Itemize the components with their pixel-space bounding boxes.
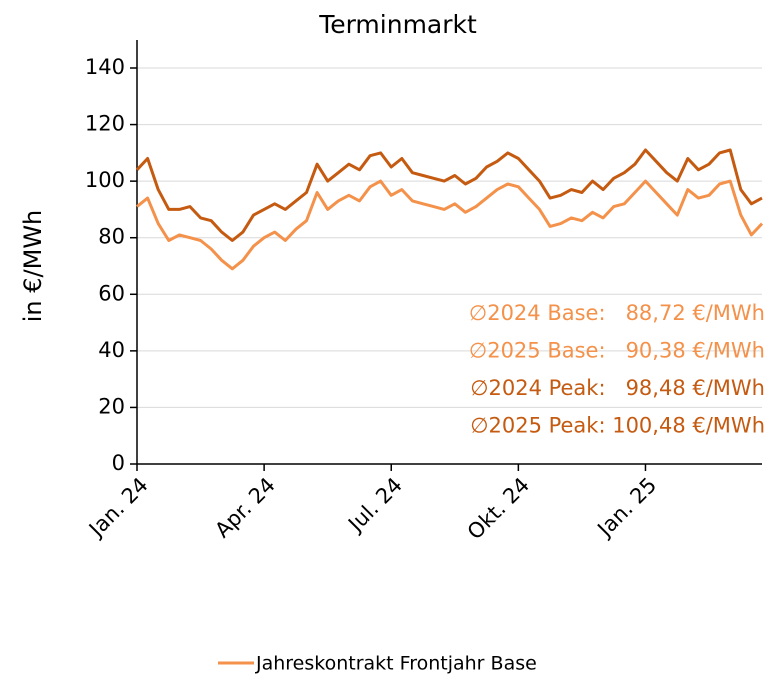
x-tick-label: Apr. 24: [210, 473, 280, 543]
y-tick-label: 60: [98, 281, 125, 305]
y-tick-label: 100: [85, 168, 125, 192]
legend-label: Jahreskontrakt Frontjahr Base: [255, 653, 537, 675]
y-tick-label: 140: [85, 55, 125, 79]
y-tick-label: 80: [98, 225, 125, 249]
y-tick-label: 20: [98, 394, 125, 418]
annotation: ∅2025 Peak: 100,48 €/MWh: [470, 414, 765, 438]
x-tick-label: Jan. 25: [592, 473, 662, 543]
annotation: ∅2025 Base: 90,38 €/MWh: [469, 339, 765, 363]
y-axis-label: in €/MWh: [19, 210, 47, 323]
y-tick-label: 120: [85, 112, 125, 136]
x-tick-label: Jan. 24: [83, 473, 153, 543]
y-tick-label: 40: [98, 338, 125, 362]
x-tick-label: Okt. 24: [463, 473, 534, 544]
annotation: ∅2024 Peak: 98,48 €/MWh: [470, 376, 765, 400]
chart-title: Terminmarkt: [318, 10, 477, 39]
x-tick-label: Jul. 24: [342, 473, 407, 538]
annotation: ∅2024 Base: 88,72 €/MWh: [469, 301, 765, 325]
line: [136, 179, 764, 271]
y-tick-label: 0: [112, 451, 125, 475]
line: [135, 148, 763, 242]
